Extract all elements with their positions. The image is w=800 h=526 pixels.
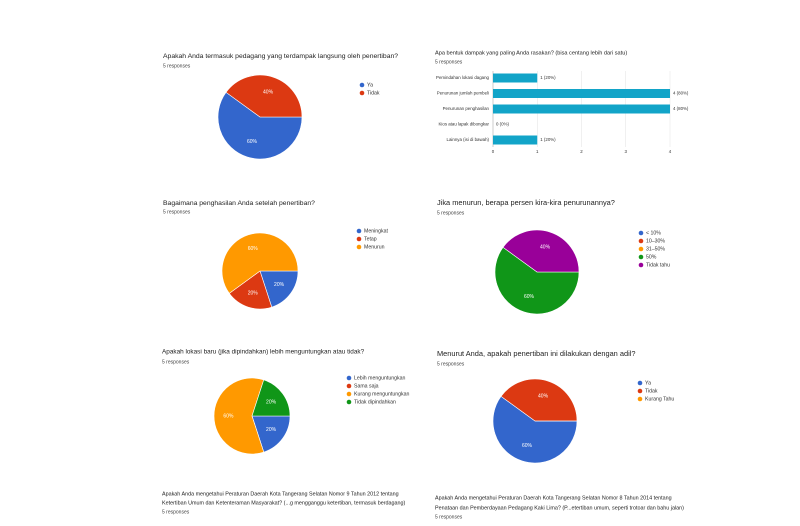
pie-slice bbox=[492, 395, 578, 464]
category-label: Lainnya (isi di bawah) bbox=[447, 137, 490, 142]
slice-label: 60% bbox=[522, 443, 533, 449]
bar bbox=[493, 104, 670, 114]
legend-swatch bbox=[359, 90, 365, 96]
legend-label: Sama saja bbox=[354, 384, 379, 390]
slice-label: 60% bbox=[223, 413, 234, 419]
chart-title: Apakah lokasi baru (jika dipindahkan) le… bbox=[162, 349, 365, 356]
legend-label: 31–50% bbox=[646, 247, 665, 253]
legend-label: Ya bbox=[645, 381, 651, 387]
legend-label: Tidak tahu bbox=[646, 263, 670, 269]
question-title: Apakah Anda mengetahui Peraturan Daerah … bbox=[162, 491, 399, 497]
bar bbox=[493, 73, 538, 83]
slice-label: 20% bbox=[266, 427, 277, 433]
legend-swatch bbox=[638, 238, 644, 244]
legend-label: Menurun bbox=[364, 245, 385, 251]
legend-swatch bbox=[637, 396, 643, 402]
response-count: 5 responses bbox=[437, 210, 465, 216]
legend-label: Tidak dipindahkan bbox=[354, 400, 396, 406]
pie-slice bbox=[217, 91, 303, 160]
x-tick-label: 2 bbox=[580, 149, 583, 154]
legend-swatch bbox=[637, 388, 643, 394]
chart-title: Jika menurun, berapa persen kira-kira pe… bbox=[437, 198, 615, 207]
pie-slice bbox=[502, 229, 580, 273]
bar bbox=[493, 89, 670, 98]
x-tick-label: 3 bbox=[625, 149, 628, 154]
category-label: Kios atau lapak dibongkar bbox=[438, 122, 489, 127]
legend-label: 10–30% bbox=[646, 239, 665, 245]
question-title: Ketertiban Umum dan Ketenteraman Masyara… bbox=[162, 500, 406, 506]
legend-label: Kurang menguntungkan bbox=[354, 392, 409, 398]
slice-label: 60% bbox=[524, 294, 535, 300]
category-label: Pemindahan lokasi dagang bbox=[436, 75, 490, 80]
chart-title: Menurut Anda, apakah penertiban ini dila… bbox=[437, 349, 635, 358]
response-count: 5 responses bbox=[435, 59, 463, 65]
legend-swatch bbox=[359, 82, 365, 88]
bar-value-label: 0 (0%) bbox=[496, 122, 509, 127]
x-tick-label: 1 bbox=[536, 149, 539, 154]
legend-label: Lebih menguntungkan bbox=[354, 376, 405, 382]
slice-label: 40% bbox=[263, 90, 274, 96]
legend-label: Meningkat bbox=[364, 229, 388, 235]
legend-swatch bbox=[346, 375, 352, 381]
pie-slice bbox=[500, 378, 578, 422]
bar-value-label: 4 (80%) bbox=[673, 106, 689, 111]
category-label: Penurunan penghasilan bbox=[443, 106, 490, 111]
legend-swatch bbox=[638, 262, 644, 268]
legend-label: Tidak bbox=[645, 389, 658, 395]
legend-label: Ya bbox=[367, 83, 373, 89]
legend-swatch bbox=[356, 228, 362, 234]
legend-swatch bbox=[638, 230, 644, 236]
slice-label: 20% bbox=[248, 291, 259, 297]
chart-title: Apakah Anda termasuk pedagang yang terda… bbox=[163, 53, 398, 60]
legend-label: Kurang Tahu bbox=[645, 397, 674, 403]
response-count: 5 responses bbox=[162, 509, 190, 515]
bar-value-label: 4 (80%) bbox=[673, 91, 689, 96]
pie-slice bbox=[259, 270, 299, 308]
response-count: 5 responses bbox=[163, 63, 191, 69]
legend-label: < 10% bbox=[646, 231, 661, 237]
legend-swatch bbox=[356, 236, 362, 242]
question-title: Apakah Anda mengetahui Peraturan Daerah … bbox=[435, 495, 672, 501]
slice-label: 40% bbox=[540, 245, 551, 251]
pie-slice bbox=[225, 74, 303, 118]
chart-title: Bagaimana penghasilan Anda setelah pener… bbox=[163, 200, 315, 207]
bar-value-label: 1 (20%) bbox=[540, 137, 556, 142]
response-count: 5 responses bbox=[437, 361, 465, 367]
pie-slice bbox=[494, 246, 580, 315]
legend-swatch bbox=[346, 391, 352, 397]
response-count: 5 responses bbox=[162, 359, 190, 365]
legend-label: Tetap bbox=[364, 237, 377, 243]
pie-slice bbox=[228, 270, 273, 310]
legend-swatch bbox=[356, 244, 362, 250]
question-title: Penataan dan Pemberdayaan Pedagang Kaki … bbox=[435, 505, 684, 511]
bar bbox=[493, 135, 538, 145]
legend-label: Tidak bbox=[367, 91, 380, 97]
response-count: 5 responses bbox=[435, 514, 463, 520]
legend-swatch bbox=[346, 383, 352, 389]
response-count: 5 responses bbox=[163, 209, 191, 215]
legend-swatch bbox=[638, 254, 644, 260]
chart-title: Apa bentuk dampak yang paling Anda rasak… bbox=[435, 50, 627, 56]
slice-label: 60% bbox=[248, 246, 259, 252]
slice-label: 20% bbox=[274, 282, 285, 288]
pie-slice bbox=[213, 377, 265, 455]
x-tick-label: 0 bbox=[492, 149, 495, 154]
slice-label: 40% bbox=[538, 394, 549, 400]
bar-value-label: 1 (20%) bbox=[540, 75, 556, 80]
pie-slice bbox=[221, 232, 299, 294]
legend-swatch bbox=[637, 380, 643, 386]
category-label: Penurunan jumlah pembeli bbox=[437, 91, 489, 96]
legend-swatch bbox=[346, 399, 352, 405]
pie-slice bbox=[251, 415, 291, 453]
x-tick-label: 4 bbox=[669, 149, 672, 154]
pie-slice bbox=[251, 379, 291, 417]
legend-swatch bbox=[638, 246, 644, 252]
slice-label: 20% bbox=[266, 399, 277, 405]
legend-label: 50% bbox=[646, 255, 657, 261]
slice-label: 60% bbox=[247, 139, 258, 145]
